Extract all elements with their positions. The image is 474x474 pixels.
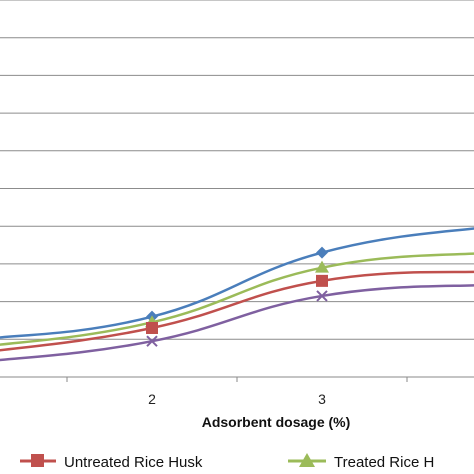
data-point-0-2 [316, 246, 328, 259]
x-axis-title: Adsorbent dosage (%) [202, 414, 351, 430]
series-3 [0, 284, 474, 362]
legend-item-untreated: Untreated Rice Husk [20, 454, 203, 471]
data-point-2-2 [316, 274, 328, 287]
data-point-2-1 [146, 321, 158, 334]
series-line-0 [0, 227, 474, 339]
legend-label-treated: Treated Rice H [334, 454, 434, 471]
legend: Untreated Rice Husk Treated Rice H [20, 453, 434, 471]
series-line-1 [0, 252, 474, 346]
series-line-3 [0, 284, 474, 362]
series-layer [0, 227, 474, 362]
gridlines [0, 0, 474, 340]
legend-marker-untreated [31, 454, 44, 467]
data-point-3-2 [316, 290, 328, 302]
x-tick-marks [66, 377, 408, 382]
data-point-1-2 [315, 260, 329, 273]
series-0 [0, 227, 474, 339]
legend-label-untreated: Untreated Rice Husk [64, 454, 203, 471]
series-line-2 [0, 270, 474, 352]
series-2 [0, 270, 474, 352]
series-1 [0, 252, 474, 346]
x-tick-label-2: 2 [148, 391, 156, 407]
data-point-3-1 [146, 335, 158, 347]
legend-item-treated: Treated Rice H [288, 453, 434, 471]
legend-marker-treated [299, 453, 315, 467]
x-tick-label-3: 3 [318, 391, 326, 407]
